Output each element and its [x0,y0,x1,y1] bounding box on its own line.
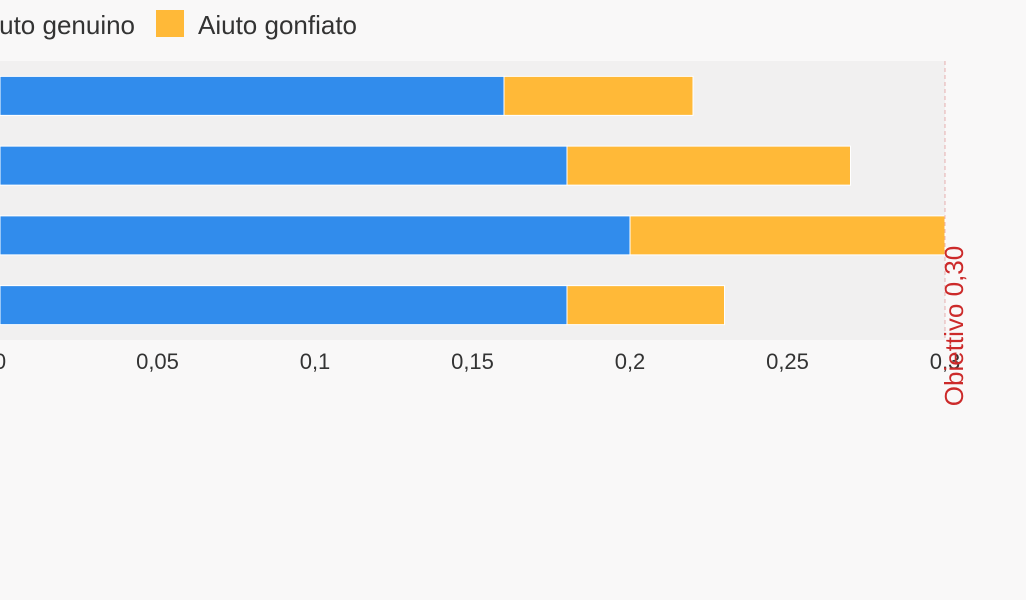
x-tick-label: 0,2 [615,349,646,374]
bar [0,75,505,116]
bar [566,285,725,326]
legend-label: Aiuto genuino [0,10,135,40]
x-tick-label: 0,25 [766,349,809,374]
x-tick-label: 0,15 [451,349,494,374]
bar [503,75,694,116]
legend-swatch [156,10,184,37]
bar [0,285,568,326]
bar [566,145,851,186]
bar [629,215,946,256]
x-tick-label: 0,3 [930,349,961,374]
target-label: Obiettivo 0,30 [939,246,969,406]
x-tick-label: 0 [0,349,6,374]
bar [0,145,568,186]
x-tick-label: 0,05 [136,349,179,374]
bar [0,215,631,256]
legend-label: Aiuto gonfiato [198,10,357,40]
x-tick-label: 0,1 [300,349,331,374]
